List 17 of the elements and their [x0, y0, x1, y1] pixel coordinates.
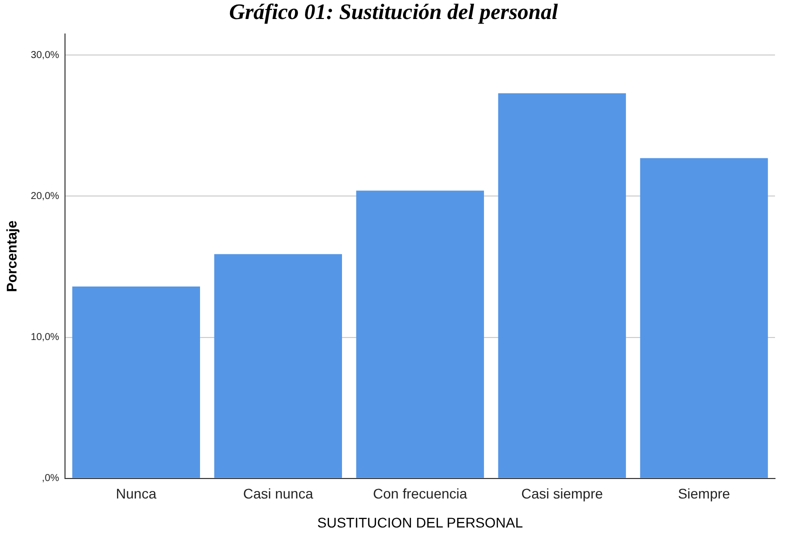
- y-tick-label: ,0%: [42, 473, 60, 484]
- bar: [214, 254, 342, 478]
- y-tick-label: 30,0%: [30, 50, 60, 61]
- bar: [498, 93, 626, 478]
- x-tick-label: Casi siempre: [521, 486, 604, 502]
- bar: [356, 190, 484, 478]
- x-tick-label: Siempre: [678, 486, 730, 502]
- y-axis-title: Porcentaje: [3, 220, 20, 292]
- bar: [640, 158, 768, 478]
- x-tick-label: Con frecuencia: [372, 486, 468, 502]
- bar: [72, 286, 200, 478]
- chart-title: Gráfico 01: Sustitución del personal: [228, 0, 559, 24]
- x-tick-label: Nunca: [116, 486, 157, 502]
- y-tick-label: 10,0%: [30, 332, 60, 344]
- y-tick-label: 20,0%: [30, 190, 60, 202]
- x-tick-label: Casi nunca: [243, 486, 314, 502]
- x-axis-title: SUSTITUCION DEL PERSONAL: [317, 514, 524, 530]
